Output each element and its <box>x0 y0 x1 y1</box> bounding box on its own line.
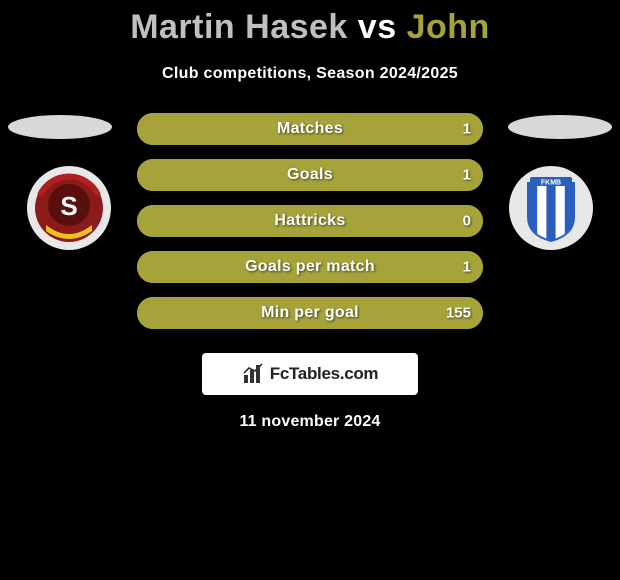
stat-label: Goals <box>137 166 483 184</box>
stat-label: Min per goal <box>137 304 483 322</box>
svg-text:S: S <box>60 191 77 221</box>
stat-row: Goals1 <box>137 159 483 191</box>
player2-name: John <box>407 8 490 46</box>
fkmb-logo-icon: FKMB <box>508 165 594 251</box>
stat-value-right: 1 <box>463 121 471 138</box>
stat-row: Matches1 <box>137 113 483 145</box>
stat-row: Hattricks0 <box>137 205 483 237</box>
stat-label: Matches <box>137 120 483 138</box>
shadow-ellipse-left <box>8 115 112 139</box>
player1-name: Martin Hasek <box>130 8 348 46</box>
sparta-logo-icon: S <box>26 165 112 251</box>
vs-separator: vs <box>358 8 397 46</box>
shadow-ellipse-right <box>508 115 612 139</box>
page-title: Martin Hasek vs John <box>0 0 620 47</box>
stat-label: Hattricks <box>137 212 483 230</box>
stat-value-right: 1 <box>463 259 471 276</box>
stat-bars: Matches1Goals1Hattricks0Goals per match1… <box>137 113 483 329</box>
stat-value-right: 1 <box>463 167 471 184</box>
club-logo-right: FKMB <box>508 165 594 251</box>
chart-icon <box>242 363 264 385</box>
svg-text:FKMB: FKMB <box>541 180 561 187</box>
stat-label: Goals per match <box>137 258 483 276</box>
stat-row: Min per goal155 <box>137 297 483 329</box>
brand-box: FcTables.com <box>202 353 418 395</box>
stat-value-right: 0 <box>463 213 471 230</box>
club-logo-left: S <box>26 165 112 251</box>
brand-text: FcTables.com <box>270 364 379 384</box>
stat-value-right: 155 <box>446 305 471 322</box>
stat-row: Goals per match1 <box>137 251 483 283</box>
comparison-content: S FKMB Matches1Goals1Hattricks0Goals per… <box>0 113 620 431</box>
subtitle: Club competitions, Season 2024/2025 <box>0 65 620 83</box>
date-text: 11 november 2024 <box>0 413 620 431</box>
